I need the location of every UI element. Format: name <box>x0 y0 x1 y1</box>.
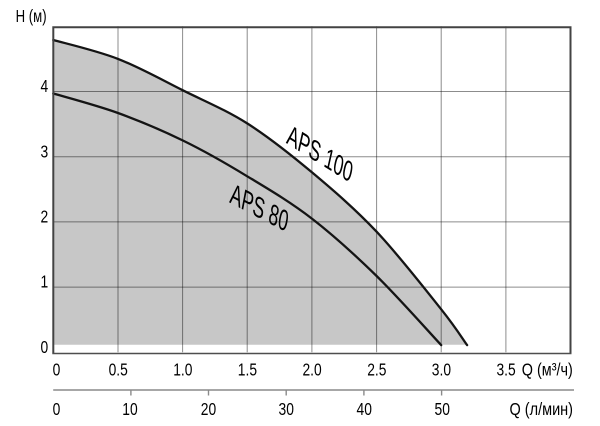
svg-text:2.5: 2.5 <box>367 359 386 379</box>
svg-text:1.0: 1.0 <box>173 359 192 379</box>
svg-text:2: 2 <box>41 207 49 227</box>
svg-text:2.0: 2.0 <box>303 359 322 379</box>
svg-text:20: 20 <box>201 399 217 419</box>
svg-text:50: 50 <box>435 399 451 419</box>
svg-text:H (м): H (м) <box>16 6 47 26</box>
svg-text:30: 30 <box>279 399 295 419</box>
svg-text:4: 4 <box>41 76 49 96</box>
svg-text:0.5: 0.5 <box>109 359 128 379</box>
svg-text:10: 10 <box>122 399 138 419</box>
svg-text:0: 0 <box>41 337 49 357</box>
svg-text:1.5: 1.5 <box>238 359 257 379</box>
svg-text:3.5: 3.5 <box>497 359 516 379</box>
svg-text:Q (л/мин): Q (л/мин) <box>510 399 574 419</box>
svg-text:1: 1 <box>41 272 49 292</box>
svg-text:40: 40 <box>357 399 373 419</box>
svg-text:3: 3 <box>41 141 49 161</box>
svg-text:3.0: 3.0 <box>432 359 451 379</box>
svg-text:0: 0 <box>53 399 61 419</box>
svg-text:Q (м³/ч): Q (м³/ч) <box>522 359 573 379</box>
svg-text:0: 0 <box>53 359 61 379</box>
